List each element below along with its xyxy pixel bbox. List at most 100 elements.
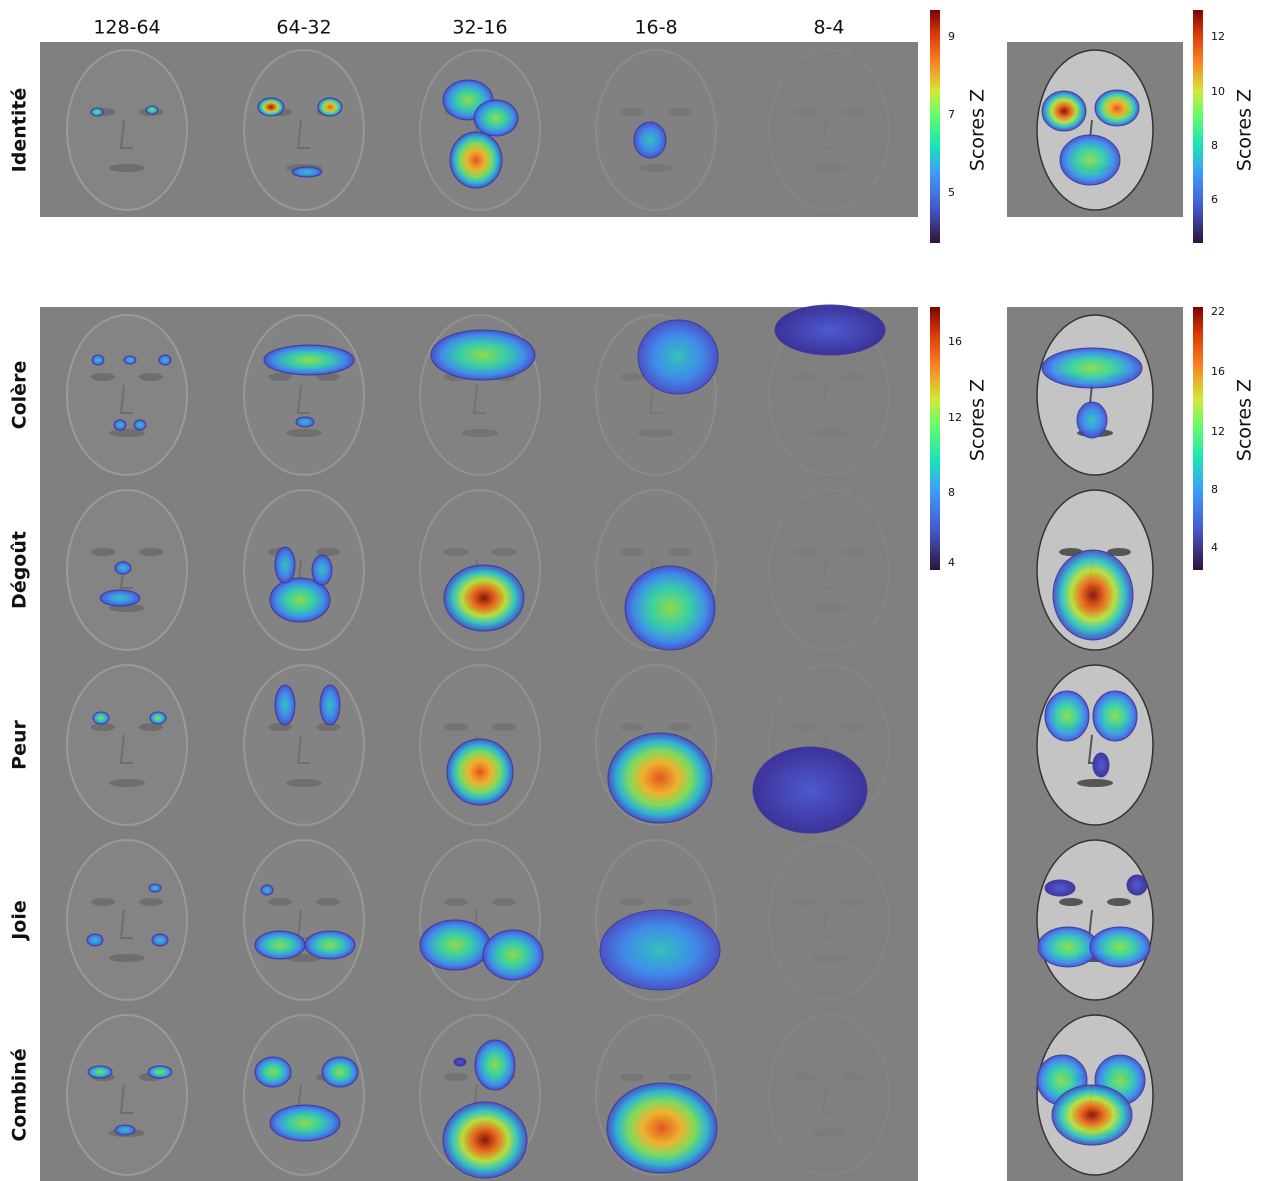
face-photo bbox=[1037, 50, 1153, 210]
row-label: Peur bbox=[9, 720, 31, 770]
eye bbox=[1059, 898, 1083, 906]
heat-blob bbox=[322, 1057, 358, 1087]
face-photo bbox=[1037, 315, 1153, 475]
face bbox=[244, 840, 364, 1000]
heat-blob bbox=[114, 420, 126, 430]
mouth bbox=[811, 429, 847, 437]
face bbox=[244, 665, 364, 825]
face-outline bbox=[769, 50, 889, 210]
mouth bbox=[286, 429, 322, 437]
face-outline bbox=[769, 840, 889, 1000]
figure: 128-6464-3232-1616-88-4IdentitéColèreDég… bbox=[0, 0, 1265, 1181]
heat-blob bbox=[88, 1066, 112, 1078]
colorbar bbox=[1193, 10, 1203, 243]
heat-blob bbox=[447, 739, 513, 805]
mouth bbox=[1077, 779, 1113, 787]
heat-blob bbox=[1060, 135, 1120, 185]
face bbox=[1037, 840, 1153, 1000]
heat-blob bbox=[444, 565, 524, 631]
eye bbox=[793, 373, 817, 381]
eye bbox=[139, 373, 163, 381]
eye bbox=[620, 108, 644, 116]
heat-blob bbox=[92, 355, 104, 365]
eye bbox=[444, 898, 468, 906]
eye bbox=[793, 1073, 817, 1081]
column-header: 128-64 bbox=[93, 17, 160, 39]
face bbox=[67, 315, 187, 475]
heat-blob bbox=[607, 1083, 717, 1173]
heat-blob bbox=[87, 934, 103, 946]
face-outline bbox=[67, 665, 187, 825]
colorbar-label: Scores Z bbox=[1234, 379, 1256, 461]
heat-blob bbox=[318, 98, 342, 116]
heat-blob bbox=[1127, 875, 1147, 895]
heat-blob bbox=[420, 920, 490, 970]
face bbox=[769, 1015, 889, 1175]
face-outline bbox=[67, 840, 187, 1000]
face bbox=[1037, 665, 1153, 825]
heat-blob bbox=[275, 547, 295, 583]
colorbar-label: Scores Z bbox=[1234, 89, 1256, 171]
eye bbox=[620, 898, 644, 906]
eye bbox=[620, 548, 644, 556]
colorbar-label: Scores Z bbox=[967, 379, 989, 461]
heat-blob bbox=[150, 712, 166, 724]
eye bbox=[316, 898, 340, 906]
eye bbox=[444, 548, 468, 556]
heat-blob bbox=[149, 884, 161, 892]
heat-blob bbox=[775, 305, 885, 355]
face bbox=[67, 1015, 187, 1175]
heat-blob bbox=[159, 355, 171, 365]
face-outline bbox=[67, 50, 187, 210]
colorbar-tick: 8 bbox=[1211, 139, 1218, 152]
eye bbox=[841, 1073, 865, 1081]
mouth bbox=[462, 429, 498, 437]
colorbar-tick: 12 bbox=[948, 411, 962, 424]
eye bbox=[841, 548, 865, 556]
colorbar-tick: 12 bbox=[1211, 30, 1225, 43]
colorbar-label: Scores Z bbox=[967, 89, 989, 171]
heat-blob bbox=[483, 930, 543, 980]
eye bbox=[668, 108, 692, 116]
heat-blob bbox=[115, 562, 131, 574]
eye bbox=[268, 898, 292, 906]
face bbox=[769, 50, 889, 210]
heat-blob bbox=[264, 345, 354, 375]
heat-blob bbox=[1045, 691, 1089, 741]
mouth bbox=[638, 429, 674, 437]
row-label: Dégoût bbox=[9, 531, 31, 609]
eye bbox=[841, 373, 865, 381]
heat-blob bbox=[91, 108, 103, 116]
column-header: 64-32 bbox=[276, 17, 331, 39]
heat-blob bbox=[115, 1125, 135, 1135]
colorbar-tick: 4 bbox=[948, 556, 955, 569]
eye bbox=[841, 108, 865, 116]
heat-blob bbox=[454, 1058, 466, 1066]
row-label: Colère bbox=[9, 361, 31, 430]
heat-blob bbox=[93, 712, 109, 724]
eye bbox=[1107, 898, 1131, 906]
eye bbox=[444, 723, 468, 731]
heat-blob bbox=[608, 733, 712, 823]
eye bbox=[841, 723, 865, 731]
face bbox=[244, 50, 364, 210]
mouth bbox=[109, 954, 145, 962]
heat-blob bbox=[152, 934, 168, 946]
eye bbox=[620, 723, 644, 731]
column-header: 32-16 bbox=[452, 17, 507, 39]
face bbox=[67, 840, 187, 1000]
heat-blob bbox=[1038, 927, 1098, 967]
face bbox=[67, 665, 187, 825]
face-outline bbox=[67, 315, 187, 475]
heat-blob bbox=[312, 555, 332, 585]
heat-blob bbox=[1090, 927, 1150, 967]
heat-blob bbox=[1093, 753, 1109, 777]
mouth bbox=[638, 164, 674, 172]
column-header: 8-4 bbox=[813, 17, 844, 39]
eye bbox=[139, 548, 163, 556]
eye bbox=[793, 898, 817, 906]
mouth bbox=[109, 164, 145, 172]
heat-blob bbox=[474, 100, 518, 136]
eye bbox=[91, 373, 115, 381]
eye bbox=[492, 548, 516, 556]
